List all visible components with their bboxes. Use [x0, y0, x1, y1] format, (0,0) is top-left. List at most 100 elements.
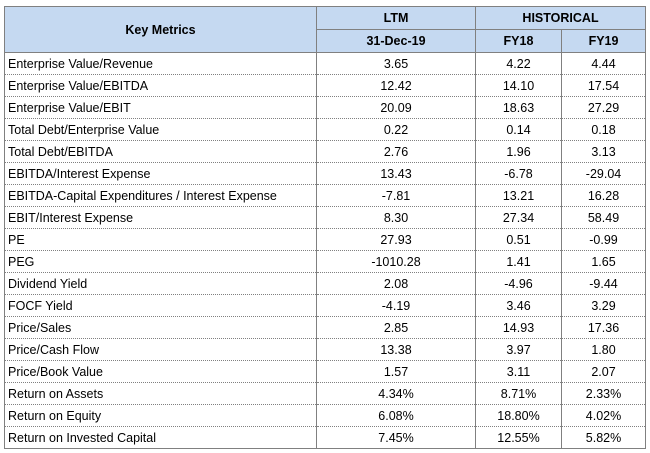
fy19-value: 16.28: [560, 184, 647, 207]
ltm-value: 13.43: [316, 162, 476, 185]
fy19-value: 0.18: [560, 118, 647, 141]
fy18-value: 3.11: [475, 360, 562, 383]
ltm-value: -4.19: [316, 294, 476, 317]
metric-name: Return on Equity: [4, 404, 317, 427]
fy19-value: 27.29: [560, 96, 647, 119]
fy18-value: 13.21: [475, 184, 562, 207]
metric-name: EBIT/Interest Expense: [4, 206, 317, 229]
fy19-value: 3.29: [560, 294, 647, 317]
ltm-value: 13.38: [316, 338, 476, 361]
fy18-value: -4.96: [475, 272, 562, 295]
metric-name: Total Debt/EBITDA: [4, 140, 317, 163]
table-row: EBIT/Interest Expense 8.30 27.34 58.49: [4, 206, 647, 229]
metric-name: Price/Sales: [4, 316, 317, 339]
fy18-value: 14.10: [475, 74, 562, 97]
table-row: Return on Equity 6.08% 18.80% 4.02%: [4, 404, 647, 427]
metric-name: EBITDA/Interest Expense: [4, 162, 317, 185]
fy19-value: 17.36: [560, 316, 647, 339]
table-row: Price/Book Value 1.57 3.11 2.07: [4, 360, 647, 383]
fy18-value: 3.97: [475, 338, 562, 361]
ltm-value: 6.08%: [316, 404, 476, 427]
table-row: EBITDA-Capital Expenditures / Interest E…: [4, 184, 647, 207]
ltm-value: 2.08: [316, 272, 476, 295]
table-row: PEG -1010.28 1.41 1.65: [4, 250, 647, 273]
table-body: Enterprise Value/Revenue 3.65 4.22 4.44 …: [4, 52, 647, 449]
fy19-value: 2.33%: [560, 382, 647, 405]
fy18-value: 18.63: [475, 96, 562, 119]
fy18-value: 0.51: [475, 228, 562, 251]
ltm-value: 12.42: [316, 74, 476, 97]
fy18-value: 27.34: [475, 206, 562, 229]
ltm-value: 4.34%: [316, 382, 476, 405]
ltm-value: -1010.28: [316, 250, 476, 273]
metric-name: EBITDA-Capital Expenditures / Interest E…: [4, 184, 317, 207]
ltm-value: 2.85: [316, 316, 476, 339]
header-row-top: Key Metrics LTM HISTORICAL: [4, 6, 647, 53]
fy19-value: 2.07: [560, 360, 647, 383]
ltm-value: 7.45%: [316, 426, 476, 449]
fy19-value: -9.44: [560, 272, 647, 295]
historical-header: HISTORICAL: [474, 6, 647, 30]
ltm-value: 0.22: [316, 118, 476, 141]
metric-name: PE: [4, 228, 317, 251]
fy19-value: 58.49: [560, 206, 647, 229]
fy18-value: 18.80%: [475, 404, 562, 427]
header-row-bottom: 31-Dec-19 FY18 FY19: [5, 29, 647, 53]
table-row: FOCF Yield -4.19 3.46 3.29: [4, 294, 647, 317]
fy18-value: -6.78: [475, 162, 562, 185]
ltm-header: LTM: [316, 6, 476, 30]
metric-name: Enterprise Value/Revenue: [4, 52, 317, 75]
table-row: Enterprise Value/EBIT 20.09 18.63 27.29: [4, 96, 647, 119]
table-row: EBITDA/Interest Expense 13.43 -6.78 -29.…: [4, 162, 647, 185]
fy19-header: FY19: [560, 29, 647, 53]
key-metrics-table: Key Metrics LTM HISTORICAL 31-Dec-19 FY1…: [4, 6, 647, 449]
metric-name: PEG: [4, 250, 317, 273]
metric-name: Enterprise Value/EBIT: [4, 96, 317, 119]
table-row: Price/Cash Flow 13.38 3.97 1.80: [4, 338, 647, 361]
table-row: Return on Invested Capital 7.45% 12.55% …: [4, 426, 647, 449]
fy19-value: -29.04: [560, 162, 647, 185]
ltm-value: 2.76: [316, 140, 476, 163]
fy19-value: -0.99: [560, 228, 647, 251]
metric-name: Total Debt/Enterprise Value: [4, 118, 317, 141]
ltm-value: 27.93: [316, 228, 476, 251]
fy18-header: FY18: [475, 29, 562, 53]
metric-name: Dividend Yield: [4, 272, 317, 295]
ltm-value: -7.81: [316, 184, 476, 207]
metric-name: FOCF Yield: [4, 294, 317, 317]
fy18-value: 3.46: [475, 294, 562, 317]
ltm-value: 1.57: [316, 360, 476, 383]
metric-name: Price/Book Value: [4, 360, 317, 383]
metric-name: Enterprise Value/EBITDA: [4, 74, 317, 97]
fy19-value: 1.65: [560, 250, 647, 273]
fy18-value: 14.93: [475, 316, 562, 339]
fy18-value: 8.71%: [475, 382, 562, 405]
ltm-value: 8.30: [316, 206, 476, 229]
fy19-value: 4.44: [560, 52, 647, 75]
table-row: Dividend Yield 2.08 -4.96 -9.44: [4, 272, 647, 295]
table-row: Enterprise Value/Revenue 3.65 4.22 4.44: [4, 52, 647, 75]
ltm-date-header: 31-Dec-19: [316, 29, 476, 53]
table-row: Price/Sales 2.85 14.93 17.36: [4, 316, 647, 339]
table-row: PE 27.93 0.51 -0.99: [4, 228, 647, 251]
fy18-value: 1.96: [475, 140, 562, 163]
fy18-value: 12.55%: [475, 426, 562, 449]
fy18-value: 1.41: [475, 250, 562, 273]
fy18-value: 0.14: [475, 118, 562, 141]
fy19-value: 5.82%: [560, 426, 647, 449]
table-header: Key Metrics LTM HISTORICAL 31-Dec-19 FY1…: [4, 6, 647, 53]
metric-name: Price/Cash Flow: [4, 338, 317, 361]
fy19-value: 1.80: [560, 338, 647, 361]
metric-name: Return on Invested Capital: [4, 426, 317, 449]
table-row: Enterprise Value/EBITDA 12.42 14.10 17.5…: [4, 74, 647, 97]
table-row: Total Debt/EBITDA 2.76 1.96 3.13: [4, 140, 647, 163]
fy18-value: 4.22: [475, 52, 562, 75]
table-row: Return on Assets 4.34% 8.71% 2.33%: [4, 382, 647, 405]
key-metrics-header: Key Metrics: [4, 6, 317, 53]
table-row: Total Debt/Enterprise Value 0.22 0.14 0.…: [4, 118, 647, 141]
fy19-value: 3.13: [560, 140, 647, 163]
fy19-value: 17.54: [560, 74, 647, 97]
ltm-value: 3.65: [316, 52, 476, 75]
metric-name: Return on Assets: [4, 382, 317, 405]
fy19-value: 4.02%: [560, 404, 647, 427]
